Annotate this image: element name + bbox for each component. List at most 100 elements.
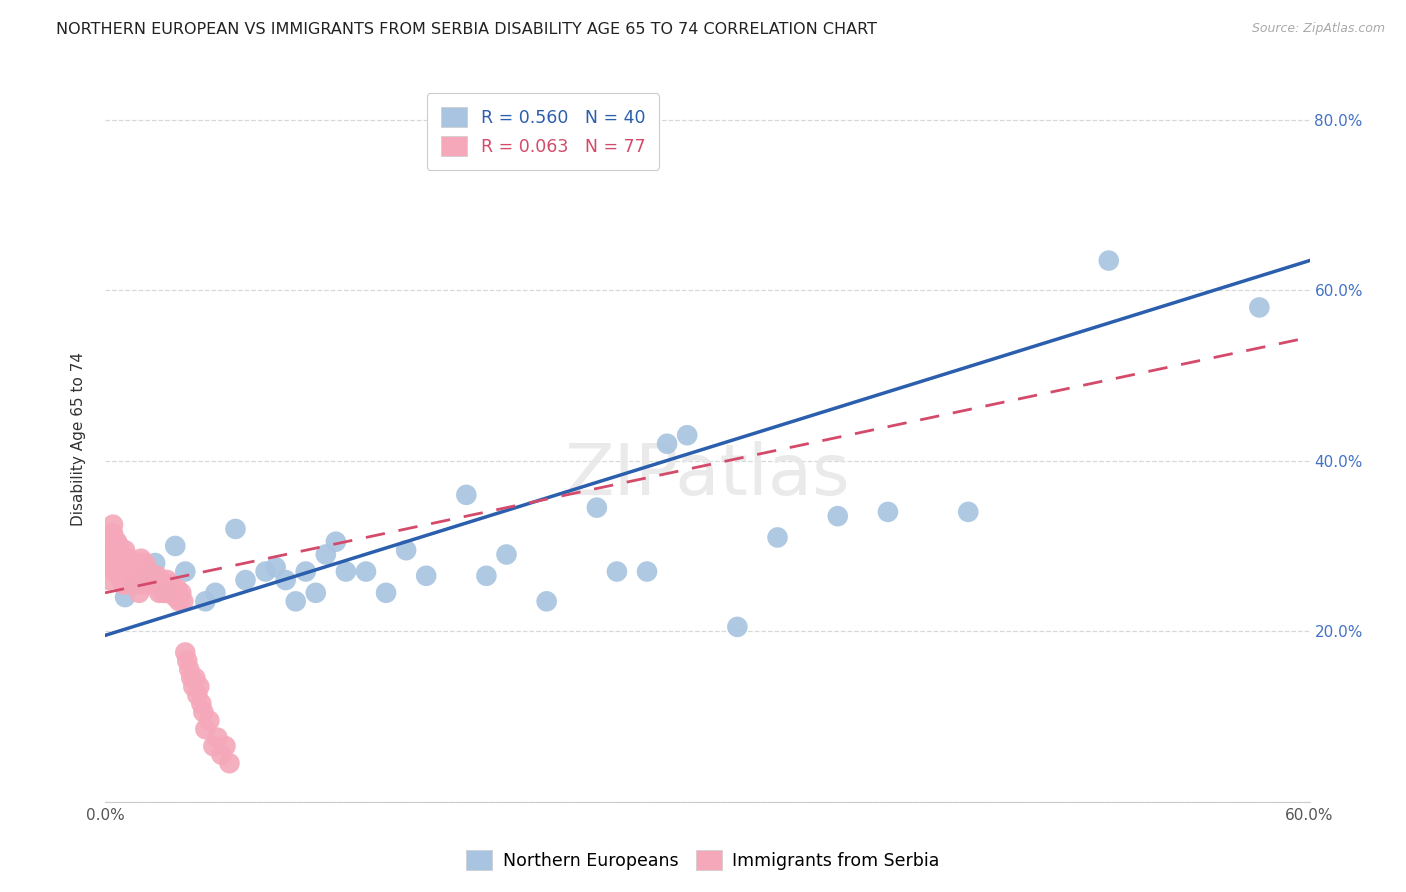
Point <box>108 569 131 583</box>
Point <box>284 594 307 608</box>
Text: NORTHERN EUROPEAN VS IMMIGRANTS FROM SERBIA DISABILITY AGE 65 TO 74 CORRELATION : NORTHERN EUROPEAN VS IMMIGRANTS FROM SER… <box>56 22 877 37</box>
Legend: R = 0.560   N = 40, R = 0.063   N = 77: R = 0.560 N = 40, R = 0.063 N = 77 <box>427 94 659 169</box>
Point <box>194 722 217 736</box>
Point <box>190 697 212 711</box>
Point <box>606 565 628 579</box>
Point <box>174 645 197 659</box>
Point <box>112 565 135 579</box>
Point <box>146 569 169 583</box>
Point <box>142 569 165 583</box>
Point <box>114 569 136 583</box>
Point <box>98 573 121 587</box>
Point <box>194 594 217 608</box>
Point <box>415 569 437 583</box>
Point <box>184 671 207 685</box>
Point <box>120 577 142 591</box>
Point <box>141 577 163 591</box>
Point <box>181 680 204 694</box>
Point <box>100 551 122 566</box>
Point <box>114 543 136 558</box>
Point <box>122 569 145 583</box>
Point <box>104 543 127 558</box>
Point <box>456 488 478 502</box>
Point <box>305 586 328 600</box>
Point <box>115 569 138 583</box>
Point <box>138 565 160 579</box>
Point <box>118 569 141 583</box>
Y-axis label: Disability Age 65 to 74: Disability Age 65 to 74 <box>72 352 86 526</box>
Point <box>129 569 152 583</box>
Point <box>110 569 132 583</box>
Point <box>104 556 127 570</box>
Point <box>104 565 127 579</box>
Point <box>114 577 136 591</box>
Point <box>202 739 225 754</box>
Point <box>132 577 155 591</box>
Point <box>108 539 131 553</box>
Text: ZIPatlas: ZIPatlas <box>564 442 851 510</box>
Point <box>475 569 498 583</box>
Point <box>375 586 398 600</box>
Point <box>124 577 146 591</box>
Point <box>105 551 128 566</box>
Point <box>155 577 177 591</box>
Point <box>170 586 193 600</box>
Point <box>1249 301 1271 315</box>
Point <box>395 543 418 558</box>
Point <box>636 565 658 579</box>
Point <box>193 705 215 719</box>
Point <box>160 577 183 591</box>
Point <box>264 560 287 574</box>
Point <box>172 594 194 608</box>
Point <box>98 560 121 574</box>
Text: Source: ZipAtlas.com: Source: ZipAtlas.com <box>1251 22 1385 36</box>
Point <box>157 586 180 600</box>
Point <box>218 756 240 771</box>
Point <box>676 428 699 442</box>
Point <box>155 586 177 600</box>
Point <box>294 565 316 579</box>
Point <box>254 565 277 579</box>
Point <box>165 590 187 604</box>
Point <box>129 551 152 566</box>
Point <box>877 505 900 519</box>
Point <box>165 539 187 553</box>
Point <box>354 565 377 579</box>
Point <box>1098 253 1121 268</box>
Point <box>105 560 128 574</box>
Point <box>174 565 197 579</box>
Point <box>536 594 558 608</box>
Point <box>98 551 121 566</box>
Point <box>198 714 221 728</box>
Point <box>235 573 257 587</box>
Point <box>725 620 748 634</box>
Point <box>124 577 146 591</box>
Point <box>110 551 132 566</box>
Point <box>655 436 678 450</box>
Point <box>134 556 156 570</box>
Point <box>128 586 150 600</box>
Point <box>156 573 179 587</box>
Point <box>134 569 156 583</box>
Point <box>315 548 337 562</box>
Point <box>112 577 135 591</box>
Point <box>176 654 198 668</box>
Point <box>118 551 141 566</box>
Point <box>101 526 124 541</box>
Point <box>162 586 184 600</box>
Point <box>169 594 191 608</box>
Point <box>101 517 124 532</box>
Point <box>179 663 201 677</box>
Point <box>166 582 188 596</box>
Point <box>957 505 980 519</box>
Point <box>105 534 128 549</box>
Point <box>100 543 122 558</box>
Point <box>100 534 122 549</box>
Point <box>585 500 607 515</box>
Point <box>127 556 149 570</box>
Point <box>124 560 146 574</box>
Point <box>186 688 208 702</box>
Point <box>335 565 357 579</box>
Point <box>148 586 170 600</box>
Point <box>224 522 246 536</box>
